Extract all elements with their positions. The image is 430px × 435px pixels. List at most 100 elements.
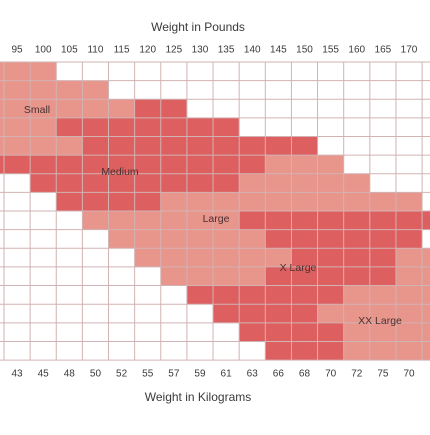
cell bbox=[317, 285, 344, 305]
pounds-label: 155 bbox=[322, 45, 339, 56]
kilograms-label: 50 bbox=[90, 369, 102, 380]
cell bbox=[239, 229, 266, 249]
kilograms-label: 52 bbox=[116, 369, 128, 380]
cell bbox=[108, 192, 135, 212]
pounds-label: 120 bbox=[139, 45, 156, 56]
pounds-label: 130 bbox=[192, 45, 209, 56]
cell bbox=[422, 285, 430, 305]
kilograms-label: 68 bbox=[299, 369, 311, 380]
cell bbox=[108, 99, 135, 118]
cell bbox=[82, 173, 109, 193]
cell bbox=[160, 229, 187, 249]
cell bbox=[213, 155, 240, 174]
cell bbox=[4, 62, 31, 81]
cell bbox=[395, 211, 423, 230]
cell bbox=[265, 285, 292, 305]
cell bbox=[291, 229, 318, 249]
cell bbox=[395, 266, 423, 286]
size-label: X Large bbox=[280, 262, 317, 274]
cell bbox=[265, 192, 292, 212]
cell bbox=[317, 304, 344, 323]
cell bbox=[265, 229, 292, 249]
cell bbox=[30, 80, 57, 100]
cell bbox=[186, 173, 214, 193]
cell bbox=[0, 62, 4, 81]
cell bbox=[160, 192, 187, 212]
cell bbox=[160, 155, 187, 174]
cell bbox=[134, 136, 161, 156]
cell bbox=[160, 211, 187, 230]
grid-lines bbox=[0, 61, 430, 361]
cell bbox=[108, 136, 135, 156]
top-axis-title: Weight in Pounds bbox=[151, 20, 245, 34]
cell bbox=[30, 99, 57, 118]
cell bbox=[82, 117, 109, 137]
cell bbox=[30, 155, 57, 174]
bottom-axis-title: Weight in Kilograms bbox=[145, 390, 252, 404]
cell bbox=[213, 192, 240, 212]
cell bbox=[0, 136, 4, 156]
cell bbox=[369, 192, 396, 212]
cell bbox=[82, 136, 109, 156]
pounds-label: 110 bbox=[87, 45, 103, 56]
cell bbox=[134, 117, 161, 137]
cell bbox=[369, 229, 396, 249]
kilograms-label: 66 bbox=[273, 369, 285, 380]
kilograms-label: 48 bbox=[64, 369, 76, 380]
cell bbox=[265, 304, 292, 323]
size-label: Large bbox=[203, 213, 230, 225]
cell bbox=[4, 80, 31, 100]
cell bbox=[30, 173, 57, 193]
cell bbox=[369, 341, 396, 361]
kilograms-label: 70 bbox=[403, 369, 415, 380]
cell bbox=[160, 173, 187, 193]
pounds-label: 125 bbox=[166, 45, 183, 56]
cell bbox=[239, 155, 266, 174]
cell bbox=[134, 173, 161, 193]
cell bbox=[213, 304, 240, 323]
cell bbox=[239, 285, 266, 305]
size-label: XX Large bbox=[358, 315, 402, 327]
kilograms-label: 45 bbox=[38, 369, 50, 380]
cell bbox=[291, 173, 318, 193]
pounds-label: 105 bbox=[61, 45, 78, 56]
cell bbox=[265, 341, 292, 361]
cell bbox=[239, 248, 266, 267]
cell bbox=[134, 99, 161, 118]
cell bbox=[395, 304, 423, 323]
cell bbox=[186, 117, 214, 137]
kilograms-label: 55 bbox=[142, 369, 154, 380]
kilograms-label: 43 bbox=[12, 369, 24, 380]
cell bbox=[30, 136, 57, 156]
cell bbox=[291, 211, 318, 230]
cell bbox=[0, 80, 4, 100]
cell bbox=[0, 155, 4, 174]
kilograms-label: 57 bbox=[168, 369, 180, 380]
cell bbox=[239, 192, 266, 212]
pounds-label: 135 bbox=[218, 45, 235, 56]
cell bbox=[213, 285, 240, 305]
cell bbox=[265, 322, 292, 342]
cell bbox=[56, 80, 83, 100]
cell bbox=[291, 248, 318, 267]
cell bbox=[265, 211, 292, 230]
cell bbox=[317, 173, 344, 193]
cell bbox=[343, 285, 370, 305]
cell bbox=[213, 229, 240, 249]
cell bbox=[134, 229, 161, 249]
cell bbox=[422, 266, 430, 286]
cell bbox=[239, 266, 266, 286]
cell bbox=[213, 117, 240, 137]
cell bbox=[186, 211, 214, 230]
cell bbox=[30, 62, 57, 81]
cell bbox=[82, 155, 109, 174]
cell bbox=[4, 99, 31, 118]
cell bbox=[4, 136, 31, 156]
cell bbox=[160, 99, 187, 118]
cell bbox=[422, 341, 430, 361]
cell bbox=[56, 173, 83, 193]
cell bbox=[108, 155, 135, 174]
grid-cells bbox=[0, 62, 430, 361]
cell bbox=[108, 173, 135, 193]
